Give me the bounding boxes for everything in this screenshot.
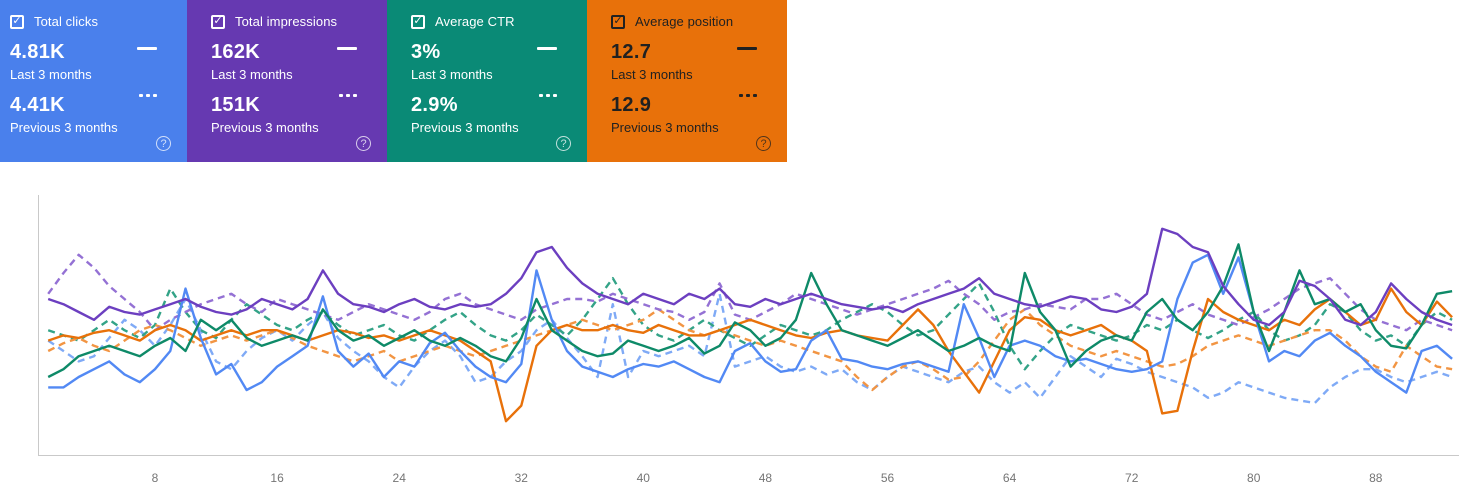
performance-chart: 8 16 24 32 40 48 56 64 72 80 88 [38,195,1459,485]
metric-cards-row: ✓ Total clicks 4.81K Last 3 months 4.41K… [0,0,1459,162]
clicks-prev-value: 4.41K [10,94,65,116]
period-label-prev: Previous 3 months [611,120,719,135]
series-ctr-previous [47,276,1453,371]
average-ctr-checkbox[interactable]: ✓ [411,14,425,29]
dashed-line-icon [139,94,157,97]
x-axis-tick-labels: 8 16 24 32 40 48 56 64 72 80 88 [152,471,1383,485]
series-clicks-last [48,253,1453,394]
card-average-position[interactable]: ✓ Average position 12.7 Last 3 months 12… [587,0,787,162]
series-ctr-last [47,243,1453,379]
series-position-last [47,287,1453,423]
x-tick-label: 32 [515,471,529,485]
performance-chart-container: 8 16 24 32 40 48 56 64 72 80 88 [0,185,1459,498]
x-tick-label: 56 [881,471,895,485]
card-title: Average position [635,14,734,29]
period-label-prev: Previous 3 months [10,120,118,135]
x-tick-label: 16 [270,471,284,485]
card-header: ✓ Total impressions [211,14,371,29]
period-label-last: Last 3 months [611,67,693,82]
period-label-last: Last 3 months [411,67,493,82]
x-tick-label: 72 [1125,471,1139,485]
x-tick-label: 48 [759,471,773,485]
help-icon[interactable]: ? [156,136,171,151]
card-average-ctr[interactable]: ✓ Average CTR 3% Last 3 months 2.9% Prev… [387,0,587,162]
x-tick-label: 80 [1247,471,1261,485]
card-title: Total impressions [235,14,338,29]
card-header: ✓ Average CTR [411,14,571,29]
period-label-prev: Previous 3 months [411,120,519,135]
average-position-checkbox[interactable]: ✓ [611,14,625,29]
help-icon[interactable]: ? [556,136,571,151]
position-last-value: 12.7 [611,41,652,63]
position-prev-value: 12.9 [611,94,652,116]
period-label-last: Last 3 months [211,67,293,82]
card-title: Average CTR [435,14,515,29]
series-impressions-last [47,227,1453,327]
solid-line-icon [337,47,357,50]
period-label-prev: Previous 3 months [211,120,319,135]
ctr-prev-value: 2.9% [411,94,458,116]
card-header: ✓ Total clicks [10,14,171,29]
solid-line-icon [137,47,157,50]
card-header: ✓ Average position [611,14,771,29]
help-icon[interactable]: ? [756,136,771,151]
period-label-last: Last 3 months [10,67,92,82]
card-total-impressions[interactable]: ✓ Total impressions 162K Last 3 months 1… [187,0,387,162]
clicks-last-value: 4.81K [10,41,65,63]
x-tick-label: 8 [152,471,159,485]
dashed-line-icon [739,94,757,97]
total-clicks-checkbox[interactable]: ✓ [10,14,24,29]
impressions-prev-value: 151K [211,94,261,116]
solid-line-icon [537,47,557,50]
card-total-clicks[interactable]: ✓ Total clicks 4.81K Last 3 months 4.41K… [0,0,187,162]
help-icon[interactable]: ? [356,136,371,151]
series-clicks-previous [47,292,1453,405]
dashed-line-icon [539,94,557,97]
impressions-last-value: 162K [211,41,261,63]
x-tick-label: 24 [393,471,407,485]
x-tick-label: 64 [1003,471,1017,485]
chart-series-group [47,227,1453,423]
total-impressions-checkbox[interactable]: ✓ [211,14,225,29]
card-title: Total clicks [34,14,99,29]
x-tick-label: 40 [637,471,651,485]
ctr-last-value: 3% [411,41,441,63]
solid-line-icon [737,47,757,50]
dashed-line-icon [339,94,357,97]
x-tick-label: 88 [1369,471,1383,485]
